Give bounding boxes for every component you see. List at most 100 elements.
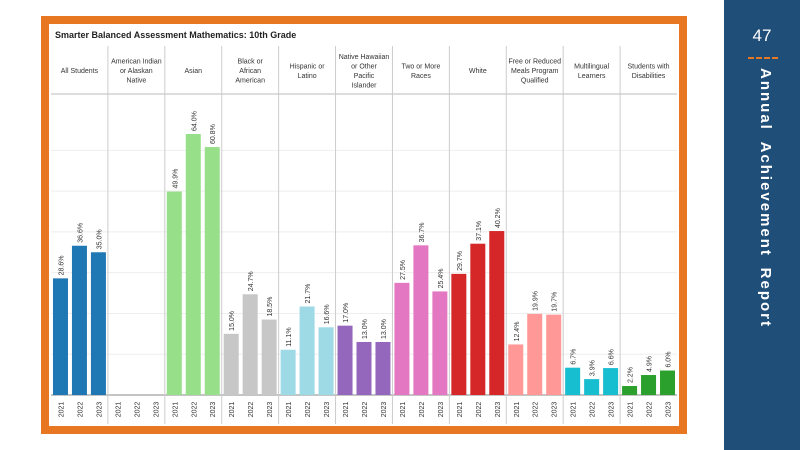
- bar: [185, 134, 201, 395]
- data-label: 29.7%: [457, 251, 464, 271]
- year-tick-label: 2023: [210, 402, 217, 418]
- bar: [660, 370, 676, 395]
- dash-divider: [748, 57, 778, 59]
- year-tick-label: 2021: [58, 402, 65, 418]
- data-label: 6.7%: [571, 349, 578, 365]
- bar: [280, 349, 296, 395]
- group-label: Native Hawaiian or Other Pacific Islander: [339, 54, 390, 90]
- year-tick-label: 2022: [134, 402, 141, 418]
- year-tick-label: 2021: [571, 402, 578, 418]
- year-tick-label: 2023: [267, 402, 274, 418]
- data-label: 11.1%: [286, 327, 293, 346]
- bar: [470, 243, 486, 395]
- bar: [90, 252, 106, 395]
- data-label: 35.0%: [96, 229, 103, 249]
- group-label: Asian: [185, 68, 203, 75]
- group-label: Free or Reduced Meals Program Qualified: [508, 59, 561, 85]
- bar: [52, 278, 68, 395]
- sidebar: 47 Annual Achievement Report: [724, 0, 800, 450]
- data-label: 17.0%: [343, 303, 350, 323]
- year-tick-label: 2022: [476, 402, 483, 418]
- bar: [622, 386, 638, 395]
- bar: [432, 291, 448, 395]
- bar: [584, 379, 600, 395]
- bar: [603, 368, 619, 395]
- data-label: 3.9%: [590, 360, 597, 376]
- bar: [451, 273, 467, 395]
- bar: [375, 341, 391, 395]
- group-label: Black or African American: [235, 59, 265, 85]
- year-tick-label: 2022: [647, 402, 654, 418]
- group-label: Two or More Races: [401, 63, 440, 80]
- bar: [223, 333, 239, 395]
- data-label: 15.0%: [229, 311, 236, 331]
- year-tick-label: 2022: [533, 402, 540, 418]
- year-tick-label: 2021: [400, 402, 407, 418]
- year-tick-label: 2022: [305, 402, 312, 418]
- data-label: 40.2%: [495, 208, 502, 228]
- group-label: All Students: [61, 68, 99, 75]
- year-tick-label: 2023: [438, 402, 445, 418]
- year-tick-label: 2021: [457, 402, 464, 418]
- data-label: 27.5%: [400, 260, 407, 280]
- data-label: 60.8%: [210, 124, 217, 144]
- year-tick-label: 2022: [248, 402, 255, 418]
- bar: [356, 341, 372, 395]
- bar: [641, 375, 657, 395]
- report-title: Annual Achievement Report: [757, 68, 774, 328]
- data-label: 36.7%: [419, 222, 426, 242]
- group-label: American Indian or Alaskan Native: [111, 59, 162, 85]
- bar: [204, 147, 220, 395]
- bar: [261, 319, 277, 395]
- year-tick-label: 2023: [666, 402, 673, 418]
- data-label: 21.7%: [305, 284, 312, 304]
- data-label: 64.0%: [191, 111, 198, 131]
- bar: [71, 245, 87, 395]
- bar: [508, 344, 524, 395]
- data-label: 18.5%: [267, 297, 274, 317]
- bar: [166, 191, 182, 395]
- bar: [318, 327, 334, 395]
- data-label: 6.0%: [666, 352, 673, 368]
- year-tick-label: 2021: [115, 402, 122, 418]
- year-tick-label: 2021: [286, 402, 293, 418]
- data-label: 19.7%: [552, 292, 559, 312]
- report-title-word-2: Achievement: [757, 141, 774, 257]
- group-label: Students with Disabilities: [628, 63, 670, 80]
- bar: [299, 306, 315, 395]
- data-label: 49.9%: [172, 169, 179, 189]
- data-label: 24.7%: [248, 271, 255, 291]
- data-label: 25.4%: [438, 269, 445, 289]
- year-tick-label: 2022: [362, 402, 369, 418]
- year-tick-label: 2021: [229, 402, 236, 418]
- data-label: 4.9%: [647, 356, 654, 372]
- year-tick-label: 2022: [191, 402, 198, 418]
- chart-title: Smarter Balanced Assessment Mathematics:…: [55, 30, 297, 40]
- page-number: 47: [752, 26, 772, 45]
- bar: [527, 313, 543, 395]
- bar: [394, 282, 410, 395]
- data-label: 13.0%: [362, 319, 369, 339]
- group-label: Hispanic or Latino: [290, 63, 326, 80]
- chart-panel: Smarter Balanced Assessment Mathematics:…: [49, 24, 679, 426]
- year-tick-label: 2023: [495, 402, 502, 418]
- bar: [337, 325, 353, 395]
- group-label: Multilingual Learners: [574, 63, 609, 80]
- year-tick-label: 2021: [343, 402, 350, 418]
- year-tick-label: 2021: [172, 402, 179, 418]
- data-label: 16.6%: [324, 304, 331, 324]
- data-label: 12.4%: [514, 322, 521, 342]
- group-label: White: [469, 68, 487, 75]
- year-tick-label: 2023: [609, 402, 616, 418]
- year-tick-label: 2023: [552, 402, 559, 418]
- bar-chart: All Students 2021 28.6% 2022 36.6% 2023 35.0% A…: [51, 46, 677, 424]
- bar: [413, 245, 429, 395]
- year-tick-label: 2023: [381, 402, 388, 418]
- data-label: 13.0%: [381, 319, 388, 339]
- bar: [242, 294, 258, 395]
- bar: [489, 231, 505, 395]
- year-tick-label: 2022: [590, 402, 597, 418]
- year-tick-label: 2023: [153, 402, 160, 418]
- data-label: 36.6%: [77, 223, 84, 243]
- data-label: 2.2%: [628, 367, 635, 383]
